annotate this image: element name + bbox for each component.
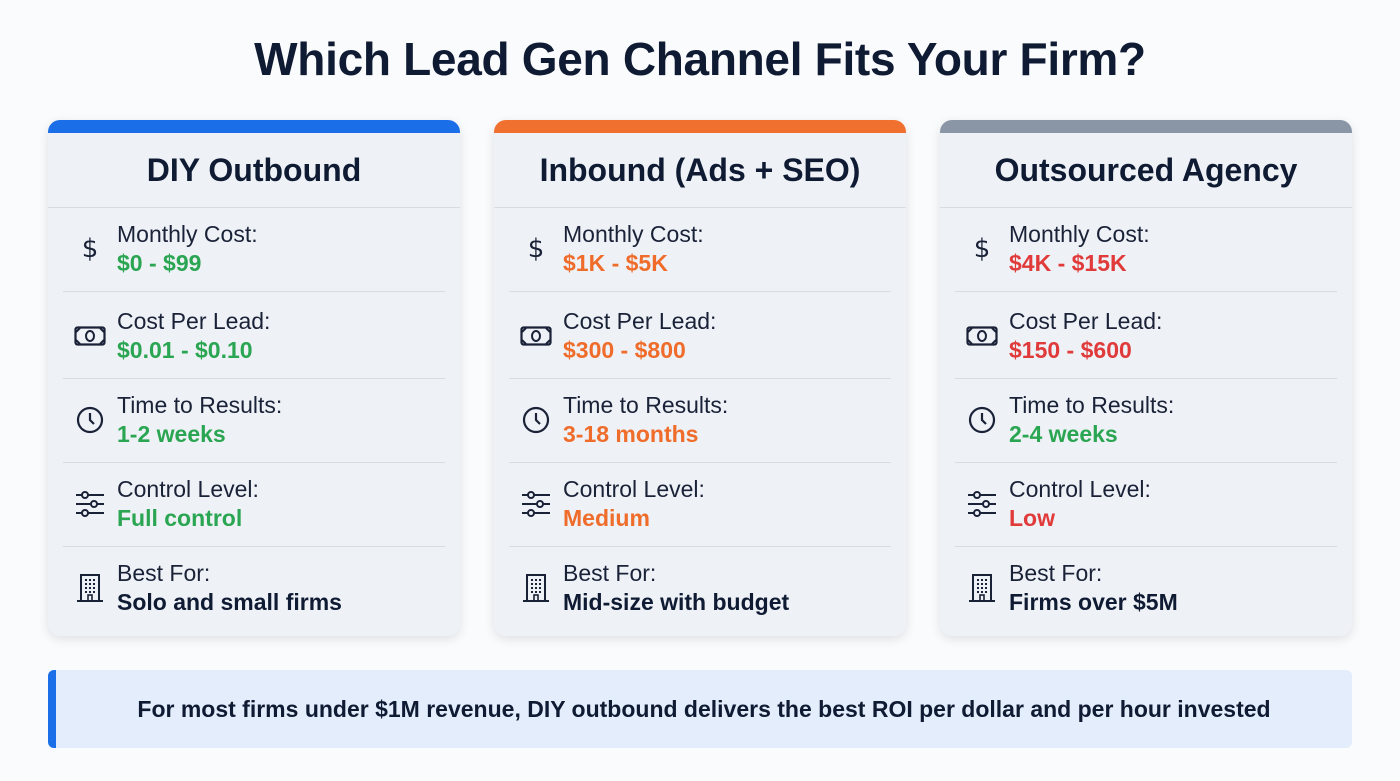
row-label: Cost Per Lead:	[117, 308, 271, 334]
row-value: $4K - $15K	[1009, 250, 1127, 276]
card-row: $ Monthly Cost: $4K - $15K	[955, 207, 1337, 292]
sliders-icon	[509, 489, 563, 519]
card-accent-bar	[940, 120, 1352, 133]
card-row: Time to Results: 2-4 weeks	[955, 378, 1337, 463]
row-value: Mid-size with budget	[563, 589, 790, 615]
row-label: Time to Results:	[117, 392, 283, 418]
card-row: Best For: Solo and small firms	[63, 540, 445, 636]
building-icon	[63, 573, 117, 603]
channel-card: DIY Outbound $ Monthly Cost: $0 - $99 Co…	[48, 120, 460, 636]
row-label: Monthly Cost:	[117, 221, 258, 247]
row-label: Control Level:	[117, 476, 259, 502]
card-row: Cost Per Lead: $300 - $800	[509, 294, 891, 379]
card-accent-bar	[494, 120, 906, 133]
row-value: $150 - $600	[1009, 337, 1132, 363]
row-value: $0.01 - $0.10	[117, 337, 253, 363]
card-row: Best For: Firms over $5M	[955, 540, 1337, 636]
clock-icon	[955, 406, 1009, 434]
channel-card: Inbound (Ads + SEO) $ Monthly Cost: $1K …	[494, 120, 906, 636]
card-row: Control Level: Full control	[63, 462, 445, 547]
card-row: $ Monthly Cost: $0 - $99	[63, 207, 445, 292]
row-label: Best For:	[563, 560, 657, 586]
card-row: Cost Per Lead: $0.01 - $0.10	[63, 294, 445, 379]
row-label: Monthly Cost:	[1009, 221, 1150, 247]
channel-card: Outsourced Agency $ Monthly Cost: $4K - …	[940, 120, 1352, 636]
summary-banner: For most firms under $1M revenue, DIY ou…	[48, 670, 1352, 748]
card-row: Control Level: Medium	[509, 462, 891, 547]
dollar-icon: $	[973, 234, 991, 264]
card-accent-bar	[48, 120, 460, 133]
dollar-icon: $	[81, 234, 99, 264]
banknote-icon	[955, 326, 1009, 346]
row-label: Monthly Cost:	[563, 221, 704, 247]
card-title: DIY Outbound	[48, 133, 460, 208]
row-value: Solo and small firms	[117, 589, 342, 615]
banknote-icon	[509, 326, 563, 346]
card-row: Time to Results: 3-18 months	[509, 378, 891, 463]
row-value: $300 - $800	[563, 337, 686, 363]
building-icon	[509, 573, 563, 603]
row-value: $1K - $5K	[563, 250, 668, 276]
row-value: 2-4 weeks	[1009, 421, 1118, 447]
page-title: Which Lead Gen Channel Fits Your Firm?	[254, 33, 1146, 85]
card-row: $ Monthly Cost: $1K - $5K	[509, 207, 891, 292]
card-row: Best For: Mid-size with budget	[509, 540, 891, 636]
card-row: Time to Results: 1-2 weeks	[63, 378, 445, 463]
row-label: Best For:	[117, 560, 211, 586]
building-icon	[955, 573, 1009, 603]
card-row: Control Level: Low	[955, 462, 1337, 547]
row-label: Control Level:	[1009, 476, 1151, 502]
card-title: Inbound (Ads + SEO)	[494, 133, 906, 208]
row-value: 1-2 weeks	[117, 421, 226, 447]
row-value: 3-18 months	[563, 421, 699, 447]
dollar-icon: $	[527, 234, 545, 264]
row-value: Firms over $5M	[1009, 589, 1178, 615]
row-value: Full control	[117, 505, 243, 531]
banknote-icon	[63, 326, 117, 346]
sliders-icon	[63, 489, 117, 519]
card-row: Cost Per Lead: $150 - $600	[955, 294, 1337, 379]
row-label: Cost Per Lead:	[1009, 308, 1163, 334]
row-value: Low	[1009, 505, 1055, 531]
clock-icon	[509, 406, 563, 434]
row-value: Medium	[563, 505, 650, 531]
row-value: $0 - $99	[117, 250, 202, 276]
row-label: Control Level:	[563, 476, 705, 502]
sliders-icon	[955, 489, 1009, 519]
clock-icon	[63, 406, 117, 434]
row-label: Time to Results:	[563, 392, 729, 418]
row-label: Time to Results:	[1009, 392, 1175, 418]
row-label: Best For:	[1009, 560, 1103, 586]
card-title: Outsourced Agency	[940, 133, 1352, 208]
row-label: Cost Per Lead:	[563, 308, 717, 334]
